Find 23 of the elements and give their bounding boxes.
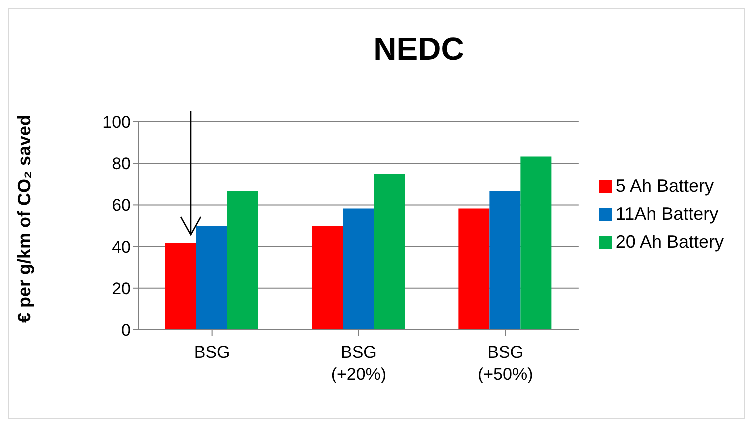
- bar: [490, 191, 521, 330]
- legend-label: 20 Ah Battery: [616, 232, 724, 252]
- legend-label: 11Ah Battery: [616, 204, 719, 224]
- bar: [374, 174, 406, 330]
- x-tick-label: BSG (+20%): [331, 343, 387, 384]
- x-tick-label: BSG (+50%): [478, 343, 534, 384]
- y-tick-label: 20: [112, 279, 131, 298]
- bar: [165, 243, 196, 330]
- y-axis-title: € per g/km of CO₂ saved: [14, 114, 36, 324]
- legend-label: 5 Ah Battery: [616, 176, 714, 196]
- chart-title: NEDC: [372, 31, 466, 68]
- bar: [196, 226, 228, 330]
- y-tick-label: 60: [112, 196, 131, 216]
- bar: [227, 191, 258, 330]
- y-tick-label: 40: [112, 238, 131, 257]
- y-tick-label: 80: [112, 154, 131, 174]
- y-tick-label: 100: [102, 113, 131, 132]
- x-tick-label: BSG: [194, 343, 230, 362]
- bar: [458, 208, 490, 330]
- y-tick-label: 0: [122, 321, 131, 340]
- bar: [343, 208, 374, 330]
- bar: [520, 156, 552, 330]
- bar: [312, 226, 344, 330]
